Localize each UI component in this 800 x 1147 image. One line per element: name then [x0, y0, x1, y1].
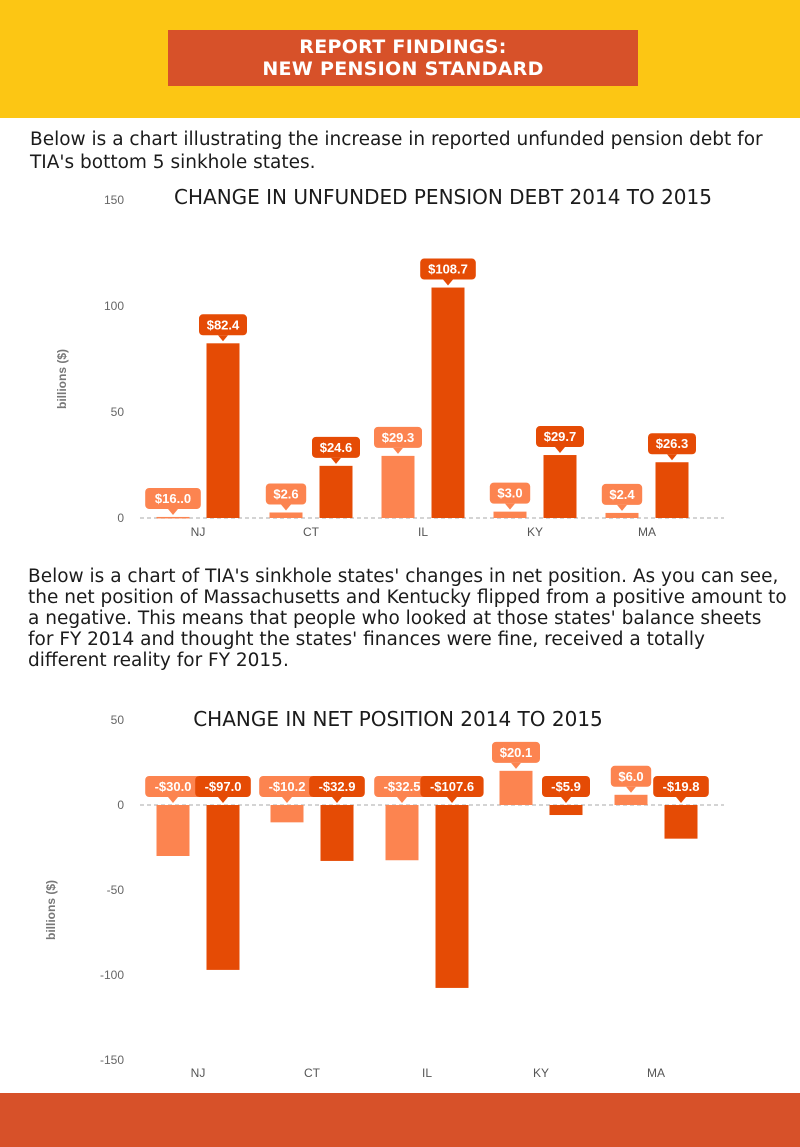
report-title-box: REPORT FINDINGS: NEW PENSION STANDARD — [168, 30, 638, 86]
category-label: KY — [527, 525, 543, 539]
svg-text:-$19.8: -$19.8 — [663, 779, 700, 794]
data-label: -$5.9 — [542, 776, 590, 803]
data-label: $82.4 — [199, 314, 247, 342]
y-tick-label: -50 — [107, 883, 125, 897]
data-label: $2.4 — [601, 483, 643, 511]
data-label: $20.1 — [492, 741, 540, 769]
bar — [319, 465, 353, 518]
category-label: MA — [647, 1066, 665, 1080]
y-tick-label: -100 — [100, 968, 124, 982]
bar — [435, 805, 469, 988]
net-position-chart: CHANGE IN NET POSITION 2014 TO 2015 billi… — [44, 707, 724, 1080]
footer-band — [0, 1093, 800, 1147]
data-label: $26.3 — [648, 433, 696, 461]
svg-text:-$32.5: -$32.5 — [384, 779, 421, 794]
intro-paragraph-2: Below is a chart of TIA's sinkhole state… — [28, 566, 787, 671]
bar — [543, 455, 577, 518]
data-label: -$32.5 — [374, 776, 430, 803]
bar — [156, 805, 190, 856]
svg-text:$108.7: $108.7 — [428, 262, 468, 277]
data-label: -$19.8 — [653, 776, 709, 803]
data-label: -$32.9 — [309, 776, 365, 803]
y-tick-label: 0 — [117, 511, 124, 525]
category-label: IL — [422, 1066, 432, 1080]
data-label: -$10.2 — [259, 776, 315, 803]
bar — [320, 805, 354, 861]
svg-text:-$10.2: -$10.2 — [269, 779, 306, 794]
category-label: NJ — [191, 525, 206, 539]
y-tick-label: -150 — [100, 1053, 124, 1067]
bar — [493, 511, 527, 518]
y-tick-label: 50 — [111, 713, 125, 727]
data-label: -$107.6 — [420, 776, 484, 803]
y-tick-label: 0 — [117, 798, 124, 812]
report-title-line1: REPORT FINDINGS: — [299, 36, 507, 58]
category-label: IL — [418, 525, 428, 539]
bar — [614, 794, 648, 805]
svg-text:$29.3: $29.3 — [382, 430, 415, 445]
bar — [206, 805, 240, 970]
svg-text:-$97.0: -$97.0 — [205, 779, 242, 794]
report-title-line2: NEW PENSION STANDARD — [262, 58, 544, 80]
y-tick-label: 150 — [104, 193, 124, 207]
category-label: CT — [304, 1066, 321, 1080]
data-label: $29.7 — [536, 426, 584, 454]
svg-text:$24.6: $24.6 — [320, 440, 353, 455]
svg-text:-$32.9: -$32.9 — [319, 779, 356, 794]
category-label: CT — [303, 525, 320, 539]
data-label: -$30.0 — [145, 776, 201, 803]
bar — [655, 462, 689, 518]
y-tick-label: 50 — [111, 405, 125, 419]
bar — [664, 805, 698, 839]
svg-text:$16..0: $16..0 — [155, 491, 191, 506]
data-label: -$97.0 — [195, 776, 251, 803]
bar — [156, 516, 190, 519]
svg-text:-$107.6: -$107.6 — [430, 779, 474, 794]
data-label: $3.0 — [489, 482, 531, 510]
intro-paragraph-1: Below is a chart illustrating the increa… — [30, 129, 763, 173]
category-label: NJ — [191, 1066, 206, 1080]
bar — [269, 512, 303, 518]
svg-text:$3.0: $3.0 — [497, 486, 522, 501]
svg-text:$29.7: $29.7 — [544, 429, 577, 444]
bar — [206, 343, 240, 518]
bar — [499, 770, 533, 805]
bar — [381, 455, 415, 518]
data-label: $108.7 — [420, 258, 476, 286]
bar — [270, 805, 304, 823]
y-axis-label: billions ($) — [55, 349, 69, 409]
chart-title: CHANGE IN NET POSITION 2014 TO 2015 — [193, 707, 603, 731]
data-label: $24.6 — [312, 436, 360, 464]
bar — [385, 805, 419, 861]
svg-text:$2.4: $2.4 — [609, 487, 635, 502]
svg-text:$6.0: $6.0 — [618, 769, 643, 784]
data-label: $29.3 — [374, 426, 422, 454]
svg-text:$20.1: $20.1 — [500, 745, 533, 760]
data-label: $6.0 — [610, 765, 652, 793]
svg-text:$2.6: $2.6 — [273, 486, 298, 501]
svg-text:-$30.0: -$30.0 — [155, 779, 192, 794]
y-axis-label: billions ($) — [44, 880, 58, 940]
bar — [549, 805, 583, 816]
y-tick-label: 100 — [104, 299, 124, 313]
bar — [431, 287, 465, 518]
data-label: $16..0 — [145, 487, 201, 515]
svg-text:$26.3: $26.3 — [656, 436, 689, 451]
data-label: $2.6 — [265, 483, 307, 511]
svg-text:$82.4: $82.4 — [207, 317, 240, 332]
svg-text:-$5.9: -$5.9 — [551, 779, 581, 794]
category-label: MA — [638, 525, 656, 539]
bar — [605, 512, 639, 518]
category-label: KY — [533, 1066, 549, 1080]
unfunded-pension-debt-chart: CHANGE IN UNFUNDED PENSION DEBT 2014 TO … — [55, 185, 724, 539]
chart-title: CHANGE IN UNFUNDED PENSION DEBT 2014 TO … — [174, 185, 712, 209]
